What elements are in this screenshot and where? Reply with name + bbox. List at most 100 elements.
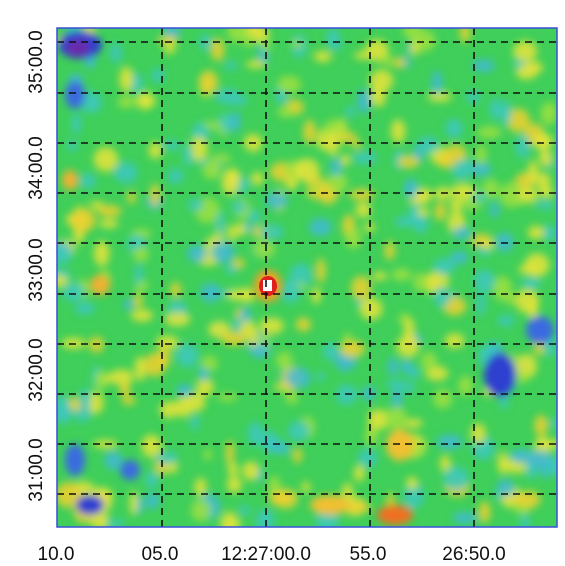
noise-blob [512,450,536,465]
noise-blob [309,219,332,236]
noise-blob [340,340,365,357]
noise-blob [520,512,529,533]
noise-blob [312,287,322,303]
x-label: 05.0 [142,544,179,565]
noise-blob [317,372,326,381]
noise-blob [269,491,289,506]
noise-blob [396,335,419,357]
noise-blob [137,94,156,108]
noise-blob [211,241,235,263]
noise-blob [145,493,160,509]
noise-blob [301,482,310,493]
noise-blob [99,219,119,228]
noise-blob [500,495,515,504]
noise-blob [72,113,81,134]
noise-blob [483,179,499,198]
noise-blob [431,71,442,95]
noise-blob [47,248,73,264]
noise-blob [119,66,133,91]
noise-blob [458,376,473,396]
noise-blob [158,345,170,368]
noise-blob [94,147,119,172]
noise-blob [175,396,192,417]
noise-blob [393,58,406,68]
noise-blob [471,423,486,444]
noise-blob [293,447,302,463]
noise-blob [354,465,365,482]
noise-blob [215,89,240,105]
noise-blob [183,144,193,167]
noise-blob [403,383,415,393]
noise-blob [345,227,361,249]
noise-blob [170,282,181,297]
noise-blob [450,198,463,212]
noise-blob [285,368,311,389]
noise-blob [165,312,191,326]
noise-blob [477,292,486,316]
noise-blob [248,210,261,222]
y-label: 35:00.0 [26,30,47,93]
noise-blob [294,158,319,181]
noise-blob [67,140,77,152]
noise-blob [417,207,430,216]
noise-blob [95,520,107,530]
noise-blob [477,126,501,138]
noise-blob [490,98,502,120]
noise-blob [240,308,251,323]
noise-blob [351,276,372,300]
noise-blob [164,41,175,54]
noise-blob [479,501,491,523]
y-label: 34:00.0 [26,136,47,199]
noise-blob [230,111,240,132]
noise-blob [323,343,338,361]
noise-blob [188,199,204,211]
noise-blob [279,280,301,303]
noise-blob [519,187,538,203]
noise-blob [330,158,342,176]
noise-blob [534,415,548,436]
noise-blob [226,289,245,300]
noise-blob [242,461,260,480]
noise-blob [452,227,471,240]
noise-blob [388,357,398,375]
noise-blob [261,431,280,451]
noise-blob [404,419,422,428]
noise-blob [352,152,377,164]
noise-blob [359,298,382,320]
page: {"x_labels": ["10.0", "05.0", "12:27:00.… [0,0,565,566]
noise-blob [133,247,149,262]
noise-blob [176,343,199,367]
noise-blob [433,389,452,408]
noise-blob [256,343,266,357]
noise-blob [244,223,252,232]
noise-blob [276,352,292,370]
noise-blob [117,96,135,109]
noise-blob [310,495,350,515]
noise-blob [385,241,395,260]
source [254,270,282,302]
noise-blob [518,265,539,274]
y-label: 31:00.0 [26,438,47,501]
noise-blob [110,42,122,62]
noise-blob [506,293,516,305]
noise-blob [233,258,245,268]
noise-blob [56,395,70,420]
noise-blob [95,370,108,390]
noise-blob [341,154,350,166]
noise-blob [327,28,340,45]
noise-blob [239,505,251,515]
noise-blob [149,142,162,159]
noise-blob [355,202,371,217]
noise-blob [445,119,463,138]
noise-blob [246,60,266,68]
noise-blob [227,476,242,493]
noise-blob [228,225,237,241]
noise-blob [277,76,301,94]
noise-blob [232,201,247,213]
noise-blob [90,275,110,295]
noise-blob [537,172,551,192]
noise-blob [452,160,472,180]
noise-blob [224,168,240,184]
noise-blob [233,317,242,333]
noise-blob [88,391,104,414]
